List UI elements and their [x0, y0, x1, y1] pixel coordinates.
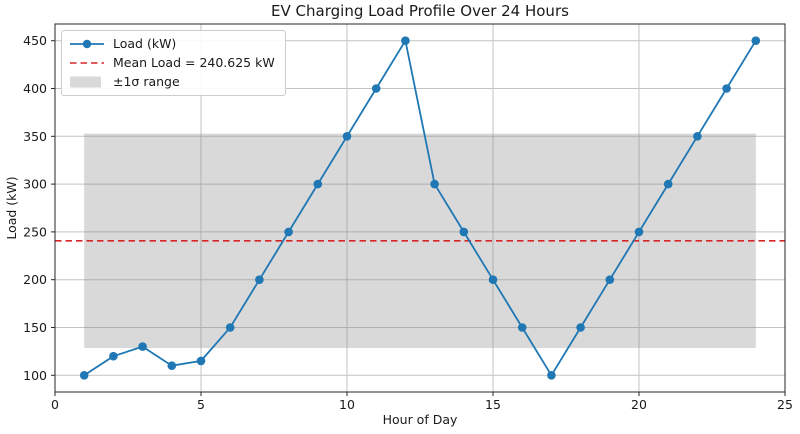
data-point-marker [196, 356, 206, 366]
legend-line-marker-sample [70, 39, 104, 49]
legend-item-sigma-band: ±1σ range [69, 74, 275, 90]
y-tick-label: 150 [23, 320, 47, 335]
y-tick-labels: 100 150 200 250 300 350 400 450 [23, 33, 47, 383]
data-point-marker [634, 227, 644, 237]
data-point-marker [138, 342, 147, 351]
y-tick-label: 350 [23, 129, 47, 144]
data-point-marker [576, 323, 585, 332]
data-point-marker [605, 275, 615, 285]
y-axis-label: Load (kW) [4, 176, 19, 239]
data-point-marker [693, 132, 702, 141]
legend-label-sigma: ±1σ range [113, 74, 180, 89]
data-point-marker [225, 323, 235, 332]
x-tick-label: 20 [631, 397, 647, 412]
data-point-marker [109, 351, 118, 361]
x-tick-label: 25 [777, 397, 793, 412]
data-point-marker [430, 179, 439, 189]
data-point-marker [284, 227, 293, 237]
x-tick-label: 5 [197, 397, 205, 412]
legend-dashed-line-sample [70, 62, 104, 64]
x-tick-label: 0 [51, 397, 59, 412]
data-point-marker [167, 361, 177, 371]
data-point-marker [751, 36, 761, 45]
y-tick-label: 250 [23, 224, 47, 239]
data-point-markers [79, 36, 761, 380]
data-point-marker [517, 323, 527, 332]
y-tick-label: 100 [23, 368, 47, 383]
data-point-marker [663, 179, 673, 189]
chart-title: EV Charging Load Profile Over 24 Hours [271, 2, 569, 20]
plot-border [54, 23, 786, 393]
data-point-marker [722, 84, 731, 93]
data-point-marker [547, 371, 556, 380]
legend-item-load: Load (kW) [69, 36, 275, 52]
y-tick-label: 200 [23, 272, 47, 287]
data-point-marker [401, 36, 410, 45]
y-tick-label: 400 [23, 81, 47, 96]
x-tick-label: 15 [485, 397, 501, 412]
load-series-line [83, 38, 757, 378]
data-point-marker [459, 227, 469, 237]
legend-label-load: Load (kW) [113, 36, 177, 51]
data-point-marker [79, 371, 89, 380]
legend: Load (kW) Mean Load = 240.625 kW ±1σ ran… [61, 30, 286, 96]
x-tick-label: 10 [339, 397, 355, 412]
x-tick-labels: 0 5 10 15 20 25 [51, 397, 793, 412]
legend-label-mean: Mean Load = 240.625 kW [113, 55, 275, 70]
x-axis-label: Hour of Day [383, 412, 458, 427]
y-tick-label: 450 [23, 33, 47, 48]
data-point-marker [255, 275, 264, 285]
legend-item-mean: Mean Load = 240.625 kW [69, 55, 275, 71]
data-point-marker [313, 179, 323, 189]
y-tick-label: 300 [23, 177, 47, 192]
data-point-marker [342, 132, 352, 141]
axis-tick-marks [51, 40, 786, 396]
legend-band-patch-sample [70, 76, 101, 88]
data-point-marker [371, 84, 381, 93]
data-point-marker [488, 275, 498, 285]
